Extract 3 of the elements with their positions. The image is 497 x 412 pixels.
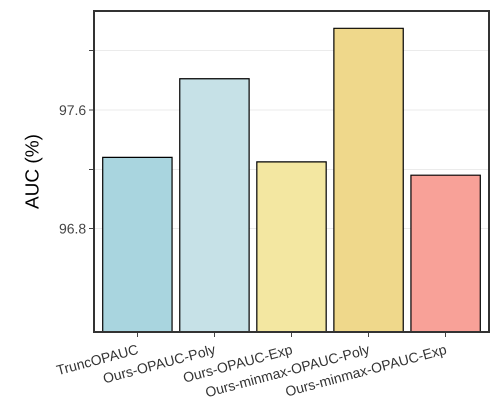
- y-axis-title: AUC (%): [22, 134, 44, 209]
- y-tick-label: 97.6: [58, 102, 86, 118]
- y-tick-label: 96.8: [58, 220, 86, 237]
